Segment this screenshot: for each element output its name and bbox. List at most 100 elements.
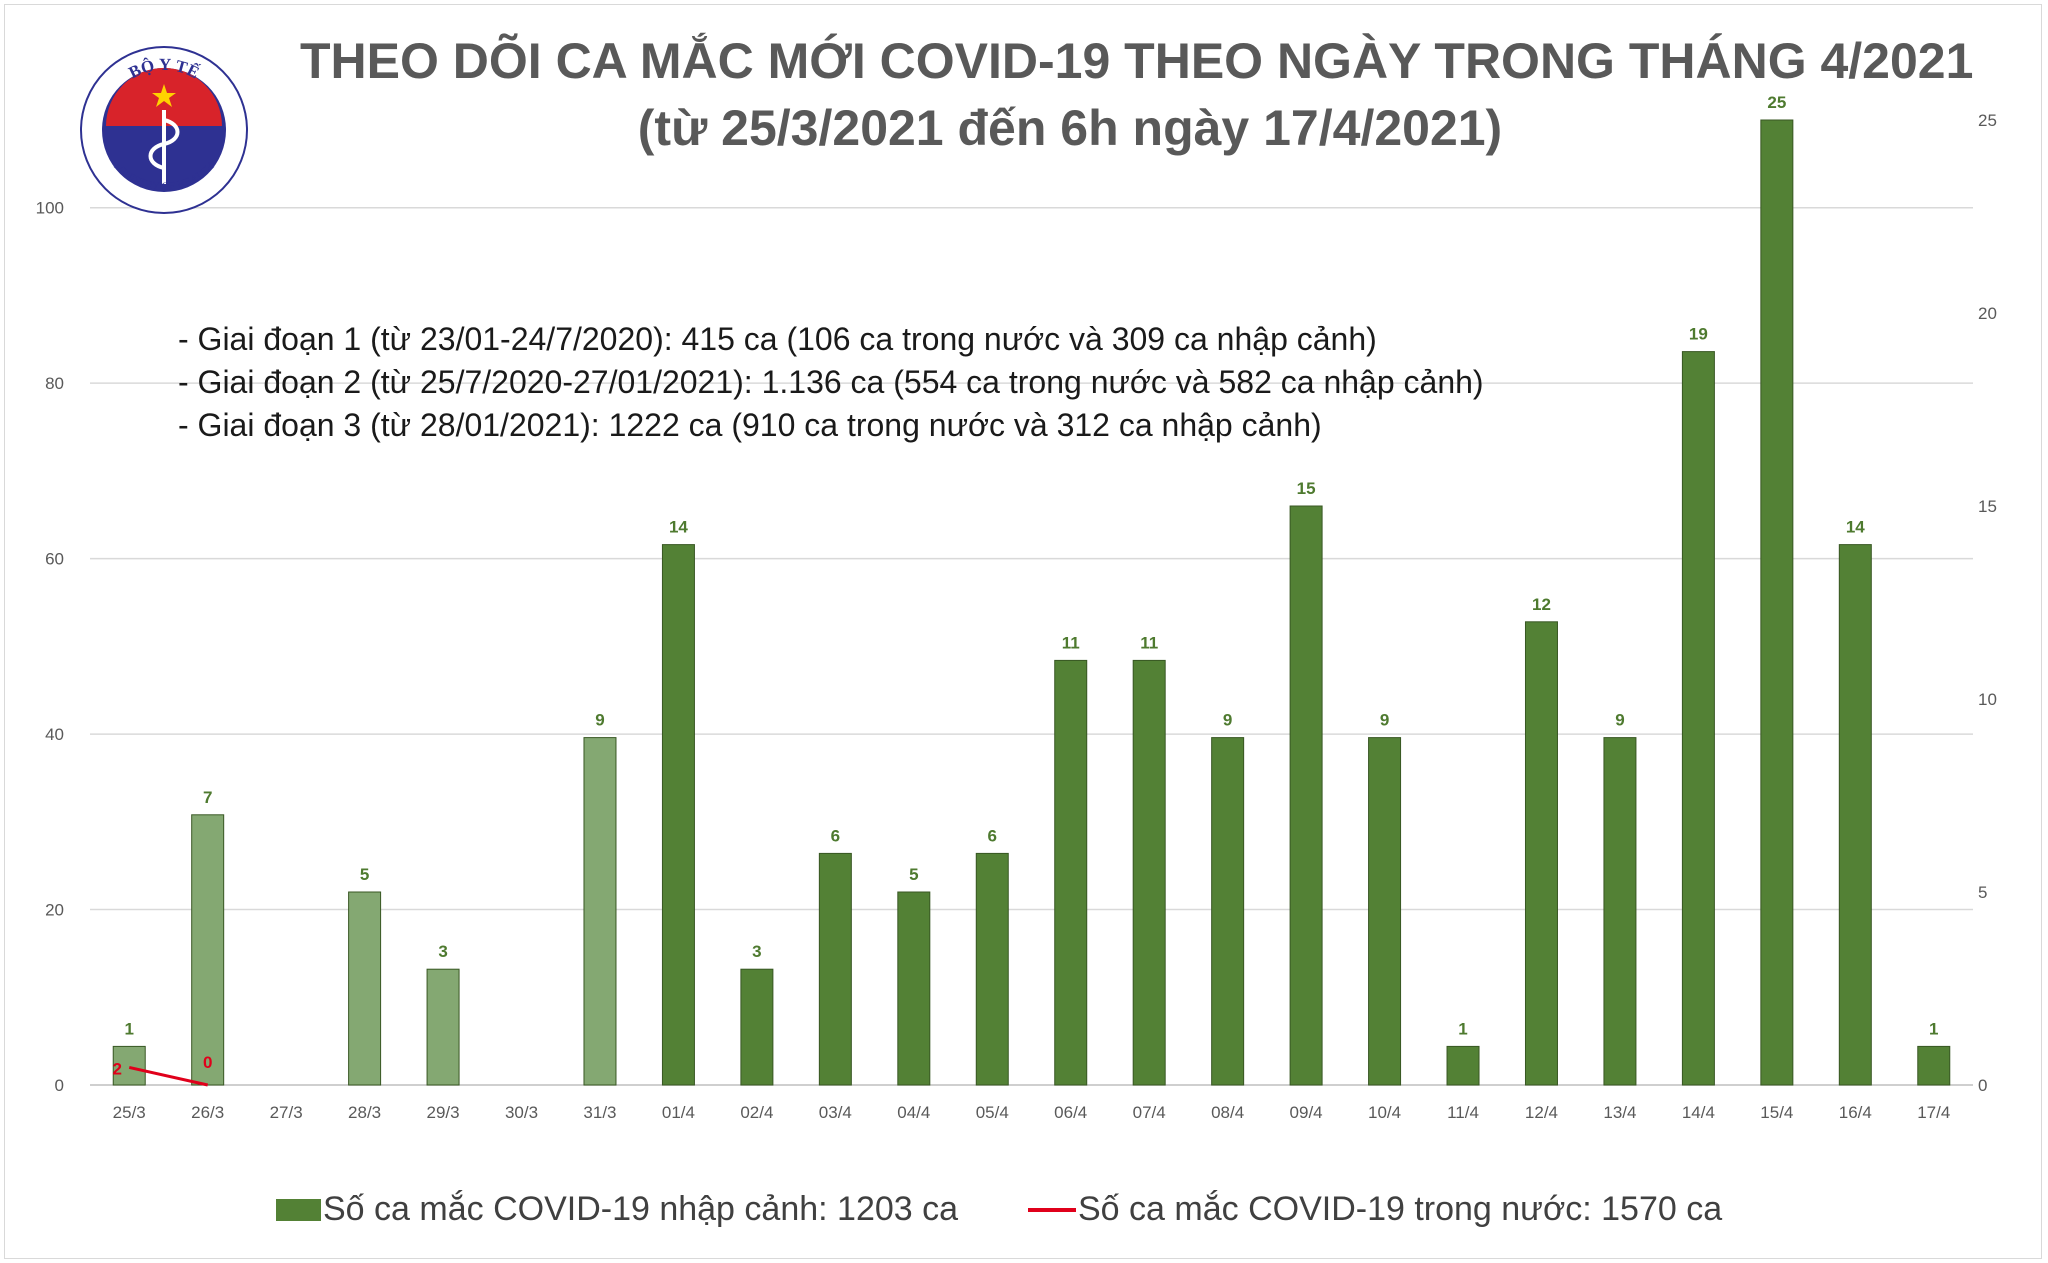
x-axis-tick-label: 06/4 [1054,1103,1087,1122]
line-data-label: 0 [203,1053,212,1072]
bar [818,852,852,1086]
bar-data-label: 3 [752,942,761,961]
phase-note-2: - Giai đoạn 2 (từ 25/7/2020-27/01/2021):… [178,364,1484,400]
ministry-of-health-logo: BỘ Y TẾ MINISTRY OF HEALTH [80,46,248,214]
bar [1054,659,1088,1086]
bar-data-label: 1 [1458,1019,1467,1038]
bar-data-label: 3 [438,942,447,961]
chart-title: THEO DÕI CA MẮC MỚI COVID-19 THEO NGÀY T… [300,33,1974,89]
right-axis-tick-label: 5 [1978,883,1987,902]
x-axis-tick-label: 08/4 [1211,1103,1244,1122]
bar-data-label: 12 [1532,595,1551,614]
right-axis-tick-label: 15 [1978,497,1997,516]
line-series-domestic [128,1065,209,1087]
bar-data-label: 11 [1062,633,1080,652]
bar-data-label: 1 [1929,1019,1938,1038]
bar-data-label: 6 [988,826,997,845]
legend-label-imported: Số ca mắc COVID-19 nhập cảnh: 1203 ca [323,1190,959,1228]
x-axis-tick-label: 07/4 [1133,1103,1166,1122]
right-axis-tick-label: 0 [1978,1076,1987,1095]
bar [1681,351,1715,1086]
x-axis-tick-label: 14/4 [1682,1103,1715,1122]
phase-note-1: - Giai đoạn 1 (từ 23/01-24/7/2020): 415 … [178,321,1377,357]
left-axis-tick-label: 80 [45,374,64,393]
bar [583,737,617,1086]
legend-swatch-line [1028,1207,1076,1212]
bar [740,968,774,1086]
chart-legend: Số ca mắc COVID-19 nhập cảnh: 1203 ca Số… [0,1190,2048,1240]
x-axis-tick-label: 30/3 [505,1103,538,1122]
legend-item-domestic: Số ca mắc COVID-19 trong nước: 1570 ca [1028,1190,1722,1229]
x-axis-tick-label: 16/4 [1839,1103,1872,1122]
bar [1603,737,1637,1086]
bar [348,891,382,1086]
bar [1524,621,1558,1086]
bar [1917,1045,1951,1086]
bar-data-label: 14 [669,518,688,537]
x-axis-tick-label: 28/3 [348,1103,381,1122]
bar [1838,544,1872,1086]
left-axis-tick-label: 100 [36,199,64,218]
right-axis-tick-label: 25 [1978,111,1997,130]
bar [1368,737,1402,1086]
left-axis-tick-label: 0 [55,1076,64,1095]
left-axis-tick-label: 60 [45,550,64,569]
bar-data-label: 9 [1615,711,1624,730]
phase-notes: - Giai đoạn 1 (từ 23/01-24/7/2020): 415 … [178,318,1484,447]
x-axis-tick-label: 25/3 [113,1103,146,1122]
x-axis-tick-label: 09/4 [1290,1103,1323,1122]
x-axis-tick-label: 26/3 [191,1103,224,1122]
right-axis-tick-label: 10 [1978,690,1997,709]
x-axis-tick-label: 17/4 [1917,1103,1950,1122]
line-data-label: 2 [112,1059,121,1078]
legend-label-domestic: Số ca mắc COVID-19 trong nước: 1570 ca [1078,1190,1723,1228]
bar-data-label: 14 [1846,518,1865,537]
bar [112,1045,146,1086]
bar-data-label: 5 [360,865,369,884]
bar [975,852,1009,1086]
left-axis-tick-label: 40 [45,725,64,744]
x-axis-tick-label: 04/4 [897,1103,930,1122]
bar [1446,1045,1480,1086]
bar [661,544,695,1086]
x-axis-tick-label: 01/4 [662,1103,695,1122]
x-axis-tick-label: 13/4 [1603,1103,1636,1122]
chart-subtitle: (từ 25/3/2021 đến 6h ngày 17/4/2021) [637,100,1503,156]
bar-data-label: 19 [1689,325,1708,344]
x-axis-tick-label: 11/4 [1447,1103,1479,1122]
x-axis-tick-label: 05/4 [976,1103,1009,1122]
x-axis-tick-label: 31/3 [583,1103,616,1122]
x-axis-tick-label: 12/4 [1525,1103,1558,1122]
chart-frame [4,4,2042,1259]
bar [1760,119,1794,1086]
bar [897,891,931,1086]
bar-data-label: 15 [1297,479,1316,498]
bar-data-label: 5 [909,865,918,884]
bar-data-label: 7 [203,788,212,807]
phase-note-3: - Giai đoạn 3 (từ 28/01/2021): 1222 ca (… [178,407,1322,443]
bar-data-label: 25 [1767,93,1786,112]
bar-data-label: 1 [124,1019,133,1038]
bar-data-label: 9 [1223,711,1232,730]
bar-data-label: 11 [1140,633,1158,652]
right-axis-tick-label: 20 [1978,304,1997,323]
bar [1211,737,1245,1086]
left-axis-tick-label: 20 [45,901,64,920]
bar [426,968,460,1086]
legend-item-imported: Số ca mắc COVID-19 nhập cảnh: 1203 ca [276,1190,958,1229]
x-axis-tick-label: 15/4 [1760,1103,1793,1122]
x-axis-tick-label: 03/4 [819,1103,852,1122]
x-axis-tick-label: 02/4 [740,1103,773,1122]
x-axis-tick-label: 29/3 [427,1103,460,1122]
bar-data-label: 6 [831,826,840,845]
legend-swatch-bar [276,1198,321,1221]
bar-data-label: 9 [595,711,604,730]
bar [1289,505,1323,1086]
bar [1132,659,1166,1086]
x-axis-tick-label: 10/4 [1368,1103,1401,1122]
bar-data-label: 9 [1380,711,1389,730]
bar [191,814,225,1086]
x-axis-tick-label: 27/3 [270,1103,303,1122]
